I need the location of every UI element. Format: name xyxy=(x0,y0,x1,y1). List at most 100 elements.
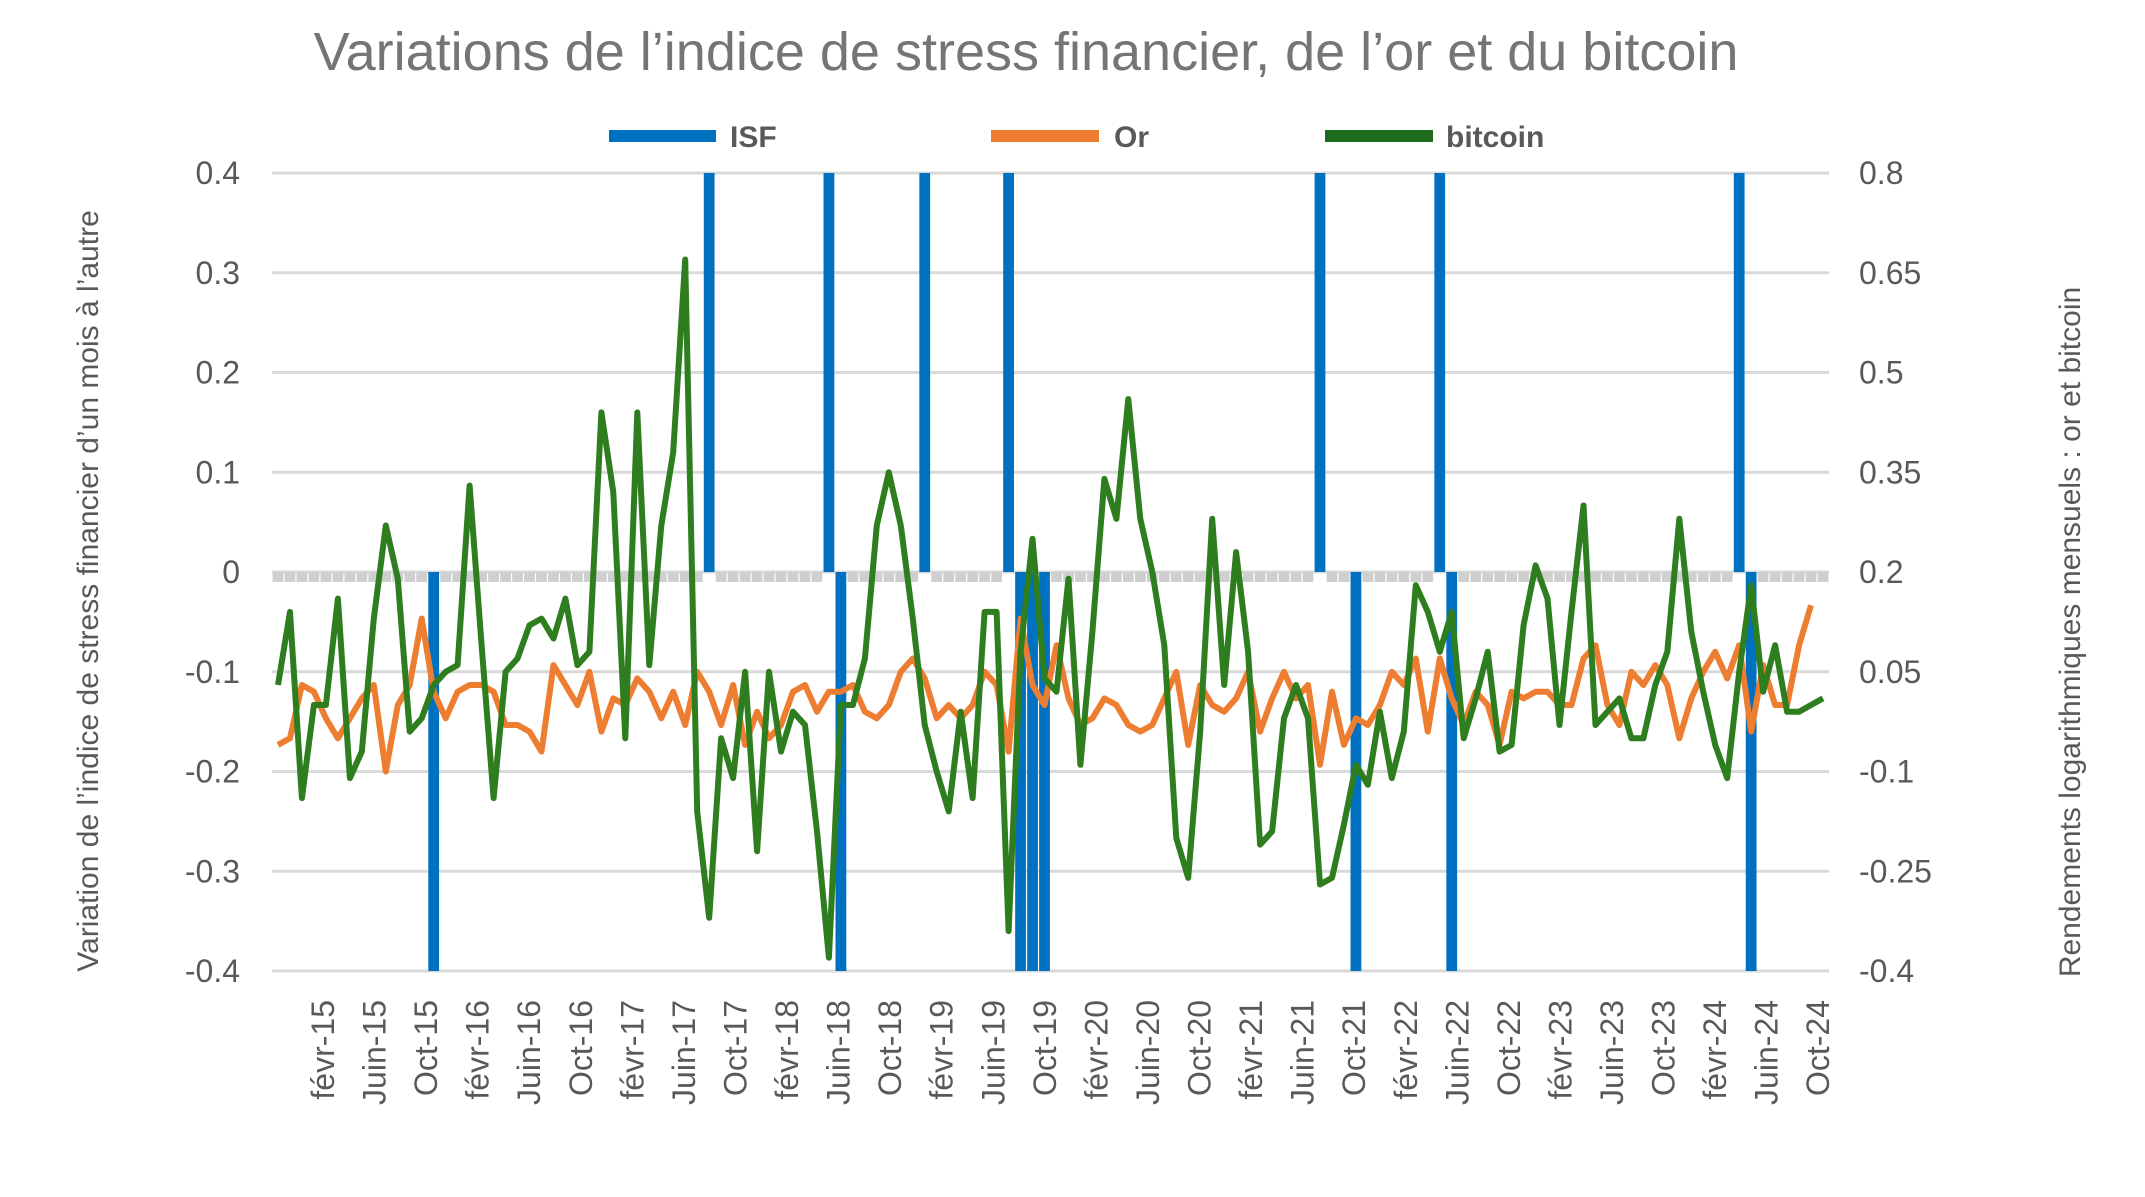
isf-bar xyxy=(1170,572,1182,582)
isf-bar xyxy=(967,572,979,582)
isf-bar xyxy=(560,572,571,582)
isf-bar xyxy=(1398,572,1410,582)
x-tick-label: Oct-20 xyxy=(1182,1000,1218,1096)
x-tick-label: févr-17 xyxy=(614,1000,650,1100)
isf-bar xyxy=(380,572,392,582)
isf-bar xyxy=(1637,572,1649,582)
x-tick-label: févr-15 xyxy=(305,1000,341,1100)
isf-bar xyxy=(1554,572,1565,582)
isf-bar xyxy=(751,572,763,582)
isf-bar xyxy=(332,572,344,582)
y-tick-left: -0.4 xyxy=(185,953,240,989)
x-tick-label: févr-23 xyxy=(1542,1000,1578,1100)
isf-bar xyxy=(1458,572,1470,582)
isf-bar xyxy=(1673,572,1685,582)
isf-bar xyxy=(1733,173,1745,572)
isf-bar xyxy=(1338,572,1350,582)
isf-bar xyxy=(1494,572,1506,582)
isf-bar xyxy=(787,572,799,582)
isf-bar xyxy=(811,572,823,582)
isf-bar xyxy=(955,572,967,582)
legend-swatch-bitcoin xyxy=(1325,130,1433,142)
isf-bar xyxy=(1266,572,1278,582)
isf-bar xyxy=(452,572,464,582)
x-tick-label: févr-24 xyxy=(1697,1000,1733,1100)
isf-bar xyxy=(1769,572,1781,582)
isf-bar xyxy=(1518,572,1529,582)
y-tick-left: 0.3 xyxy=(196,255,240,291)
isf-bar xyxy=(1099,572,1110,582)
x-tick-label: Juin-18 xyxy=(821,1000,857,1105)
isf-bar xyxy=(1158,572,1170,582)
x-tick-label: févr-20 xyxy=(1078,1000,1114,1100)
isf-bar xyxy=(476,572,487,582)
isf-bar xyxy=(907,572,919,582)
x-tick-label: Juin-16 xyxy=(511,1000,547,1105)
isf-bar xyxy=(883,572,895,582)
y-tick-left: 0.1 xyxy=(196,454,240,490)
isf-bar xyxy=(835,572,847,971)
isf-bar xyxy=(619,572,631,582)
y-tick-right: 0.05 xyxy=(1859,654,1921,690)
isf-bar xyxy=(1422,572,1434,582)
y-tick-left: -0.2 xyxy=(185,754,240,790)
x-tick-label: Oct-15 xyxy=(408,1000,444,1096)
isf-bar xyxy=(1410,572,1422,582)
isf-bar xyxy=(715,572,727,582)
isf-bar xyxy=(1709,572,1721,582)
isf-bar xyxy=(572,572,583,582)
x-tick-label: Oct-23 xyxy=(1646,1000,1682,1096)
isf-bar xyxy=(1434,173,1446,572)
y-tick-right: 0.5 xyxy=(1859,355,1903,391)
isf-bar xyxy=(1362,572,1374,582)
isf-bar xyxy=(416,572,428,582)
chart-title: Variations de l’indice de stress financi… xyxy=(314,22,1739,82)
isf-bar xyxy=(931,572,943,582)
y-tick-right: -0.25 xyxy=(1859,853,1932,889)
x-tick-label: Juin-15 xyxy=(357,1000,393,1105)
isf-bar xyxy=(1242,572,1254,582)
legend-swatch-isf xyxy=(609,130,716,142)
isf-bar xyxy=(1685,572,1697,582)
y-tick-right: 0.8 xyxy=(1859,155,1903,191)
isf-bar xyxy=(1122,572,1134,582)
isf-bar xyxy=(488,572,499,582)
isf-bar xyxy=(1218,572,1230,582)
isf-bar xyxy=(1817,572,1829,582)
isf-bar xyxy=(308,572,320,582)
legend-label-isf: ISF xyxy=(730,121,777,154)
isf-bar xyxy=(943,572,955,582)
isf-bar xyxy=(583,572,595,582)
x-tick-label: févr-16 xyxy=(460,1000,496,1100)
isf-bar xyxy=(368,572,380,582)
isf-bar xyxy=(847,572,859,582)
isf-bar xyxy=(1374,572,1386,582)
isf-bar xyxy=(512,572,523,582)
isf-bar xyxy=(1506,572,1518,582)
isf-bar xyxy=(524,572,535,582)
isf-bar xyxy=(344,572,356,582)
isf-bar xyxy=(1039,572,1050,971)
isf-bar xyxy=(1625,572,1637,582)
isf-bar xyxy=(763,572,775,582)
isf-bar xyxy=(1470,572,1482,582)
isf-bar xyxy=(284,572,296,582)
isf-bar xyxy=(703,173,715,572)
y-axis-left-ticks: 0.4 0.3 0.2 0.1 0 -0.1 -0.2 -0.3 -0.4 xyxy=(185,155,240,989)
y-tick-right: 0.2 xyxy=(1859,554,1903,590)
isf-bar xyxy=(1027,572,1038,971)
y-tick-right: 0.65 xyxy=(1859,255,1921,291)
isf-bar xyxy=(464,572,476,582)
isf-bar xyxy=(1278,572,1290,582)
isf-bar xyxy=(1003,173,1014,572)
x-tick-label: févr-21 xyxy=(1233,1000,1269,1100)
isf-bar xyxy=(679,572,691,582)
isf-bar xyxy=(1314,173,1326,572)
isf-bar xyxy=(979,572,991,582)
isf-bar xyxy=(775,572,787,582)
isf-bar xyxy=(1134,572,1146,582)
isf-bar xyxy=(1110,572,1122,582)
y-tick-right: -0.1 xyxy=(1859,754,1914,790)
isf-bar xyxy=(536,572,547,582)
